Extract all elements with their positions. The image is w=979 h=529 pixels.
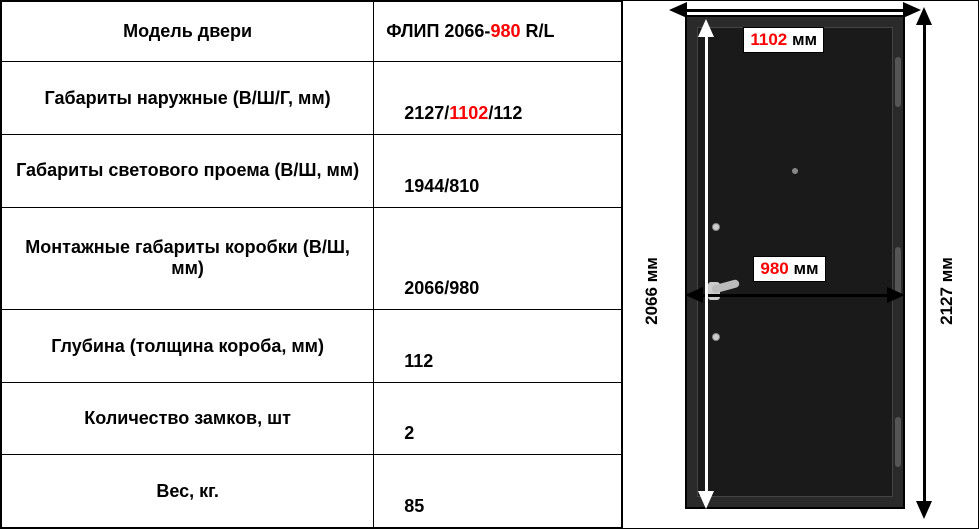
dim-top-unit: мм	[787, 30, 817, 49]
spec-label: Глубина (толщина короба, мм)	[2, 310, 374, 383]
right-arrow-down	[916, 501, 932, 519]
spec-label: Количество замков, шт	[2, 382, 374, 455]
spec-table: Модель двериФЛИП 2066-980 R/LГабариты на…	[1, 1, 622, 528]
spec-label: Модель двери	[2, 2, 374, 62]
spec-value: 112	[374, 310, 622, 383]
door-diagram: 1102 мм 980 мм 2066 мм 2127 мм	[623, 1, 978, 528]
spec-label: Габариты наружные (В/Ш/Г, мм)	[2, 62, 374, 135]
dim-mid-value: 980	[760, 259, 788, 278]
spec-value: 2127/1102/112	[374, 62, 622, 135]
dim-mid-unit: мм	[789, 259, 819, 278]
right-arrow-up	[916, 7, 932, 25]
spec-row: Глубина (толщина короба, мм)112	[2, 310, 622, 383]
spec-value: 85	[374, 455, 622, 528]
left-arrow-up	[698, 19, 714, 37]
spec-row: Габариты светового проема (В/Ш, мм)1944/…	[2, 135, 622, 208]
hinge-top-icon	[895, 57, 901, 107]
spec-row: Количество замков, шт2	[2, 382, 622, 455]
spec-label: Вес, кг.	[2, 455, 374, 528]
top-arrow-left	[669, 2, 687, 18]
peephole-icon	[792, 168, 798, 174]
left-arrow-down	[698, 491, 714, 509]
spec-row: Монтажные габариты коробки (В/Ш, мм)2066…	[2, 207, 622, 310]
left-arrow-line	[705, 29, 708, 495]
spec-table-section: Модель двериФЛИП 2066-980 R/LГабариты на…	[1, 1, 623, 528]
top-arrow-line	[683, 9, 907, 12]
spec-value: 1944/810	[374, 135, 622, 208]
spec-row: Габариты наружные (В/Ш/Г, мм)2127/1102/1…	[2, 62, 622, 135]
lock-top-icon	[712, 223, 720, 231]
dim-right-label: 2127 мм	[937, 257, 957, 325]
spec-label: Монтажные габариты коробки (В/Ш, мм)	[2, 207, 374, 310]
spec-value: ФЛИП 2066-980 R/L	[374, 2, 622, 62]
spec-row: Модель двериФЛИП 2066-980 R/L	[2, 2, 622, 62]
spec-label: Габариты светового проема (В/Ш, мм)	[2, 135, 374, 208]
spec-value: 2	[374, 382, 622, 455]
dim-top-value: 1102	[750, 30, 787, 49]
right-arrow-line	[923, 21, 926, 505]
dim-top-label: 1102 мм	[743, 27, 824, 53]
spec-value: 2066/980	[374, 207, 622, 310]
mid-arrow-left	[685, 287, 703, 303]
spec-row: Вес, кг.85	[2, 455, 622, 528]
dim-mid-label: 980 мм	[753, 256, 825, 282]
dim-left-label: 2066 мм	[642, 257, 662, 325]
lock-bottom-icon	[712, 333, 720, 341]
spec-container: Модель двериФЛИП 2066-980 R/LГабариты на…	[0, 0, 979, 529]
mid-arrow-right	[887, 287, 905, 303]
mid-arrow-line	[699, 294, 891, 297]
hinge-bottom-icon	[895, 417, 901, 467]
